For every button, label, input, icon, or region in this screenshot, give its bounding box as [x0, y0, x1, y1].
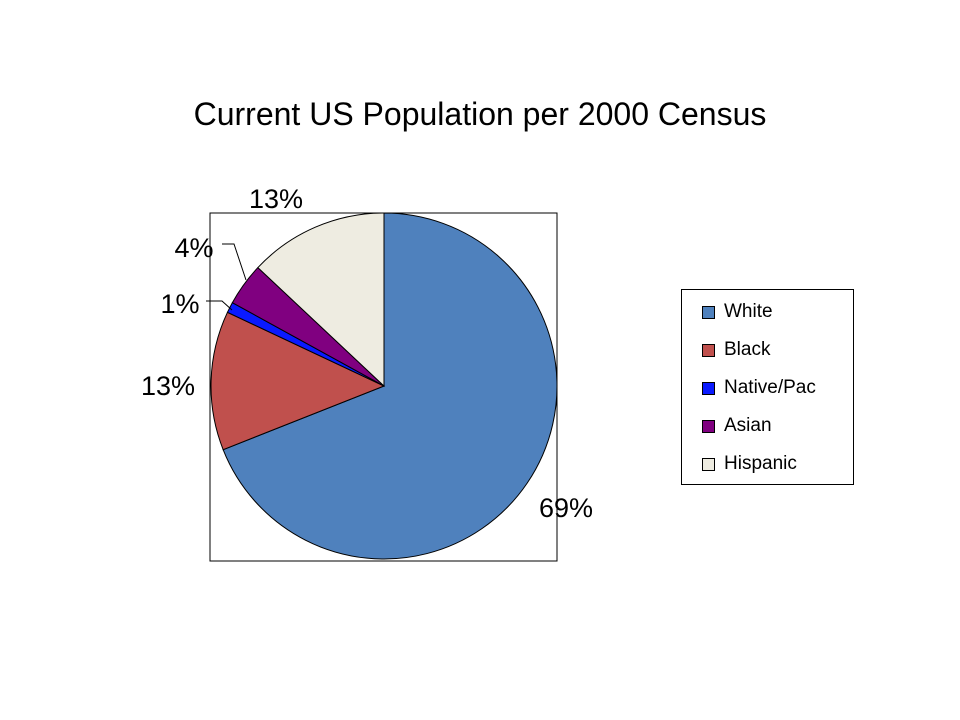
legend-item-hispanic: Hispanic — [702, 452, 797, 476]
data-label-black: 13% — [141, 371, 195, 401]
legend-swatch — [702, 457, 715, 471]
legend-item-native-pac: Native/Pac — [702, 376, 816, 400]
leader-line-asian — [222, 243, 247, 281]
data-label-asian: 4% — [174, 233, 213, 263]
legend-label: Asian — [724, 415, 772, 436]
legend-label: Native/Pac — [724, 377, 816, 398]
legend-item-asian: Asian — [702, 414, 772, 438]
data-label-hispanic: 13% — [249, 184, 303, 214]
legend-swatch — [702, 343, 715, 357]
data-label-native-pac: 1% — [160, 289, 199, 319]
pie-slice-hispanic — [257, 212, 385, 388]
legend: White Black Native/Pac Asian Hispanic — [681, 289, 854, 485]
legend-swatch — [702, 419, 715, 433]
legend-swatch — [702, 305, 715, 319]
pie-slice-black — [210, 311, 386, 451]
legend-swatch — [702, 381, 715, 395]
chart-title: Current US Population per 2000 Census — [193, 96, 767, 132]
legend-label: White — [724, 301, 773, 322]
legend-item-black: Black — [702, 338, 770, 362]
legend-item-white: White — [702, 300, 773, 324]
pie-slice-white — [222, 212, 558, 560]
legend-label: Hispanic — [724, 453, 797, 474]
legend-label: Black — [724, 339, 771, 360]
leader-line-native-pac — [206, 300, 233, 311]
data-label-white: 69% — [539, 493, 593, 523]
